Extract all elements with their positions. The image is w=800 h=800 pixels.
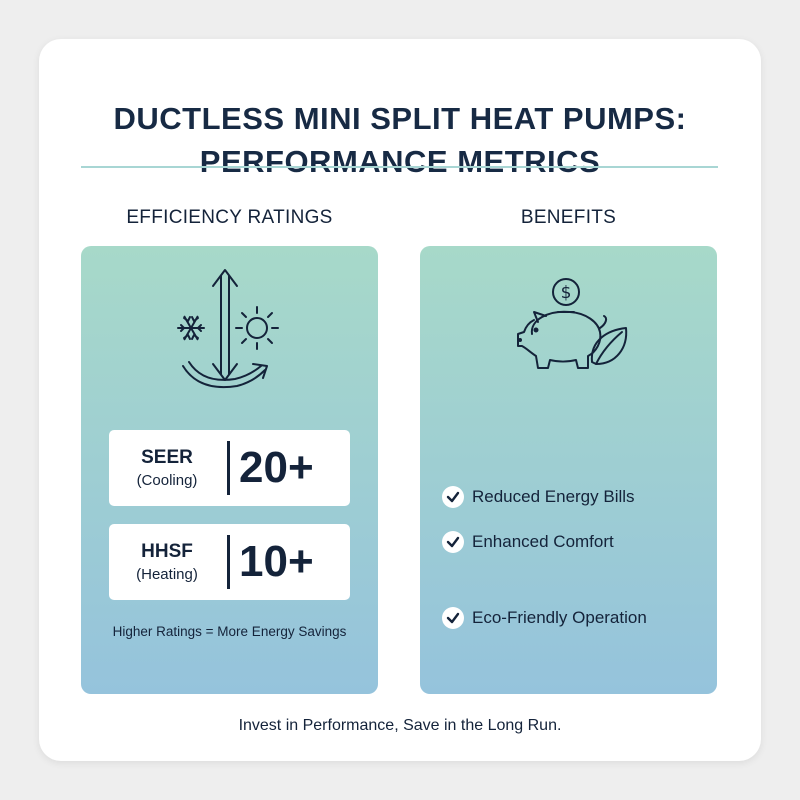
- footer-tagline: Invest in Performance, Save in the Long …: [238, 717, 562, 734]
- check-icon: [442, 486, 464, 508]
- svg-text:$: $: [561, 283, 572, 303]
- efficiency-heading: EFFICIENCY RATINGS: [126, 207, 333, 228]
- infographic-card: DUCTLESS MINI SPLIT HEAT PUMPS: PERFORMA…: [39, 39, 761, 761]
- benefit-item-reduced-bills: Reduced Energy Bills: [442, 485, 635, 509]
- piggy-bank-leaf-icon: $: [512, 272, 632, 382]
- hhsf-value: 10+: [239, 537, 314, 586]
- hhsf-separator: [227, 535, 230, 589]
- check-icon: [442, 607, 464, 629]
- title-line-1: DUCTLESS MINI SPLIT HEAT PUMPS:: [113, 101, 687, 136]
- benefit-label: Eco-Friendly Operation: [472, 608, 647, 627]
- title-divider: [81, 166, 718, 168]
- snowflake-sun-arrows-icon: [169, 266, 289, 401]
- hhsf-label: HHSF: [141, 541, 193, 562]
- benefit-item-eco: Eco-Friendly Operation: [442, 606, 647, 630]
- benefits-panel: $ Reduced Energy B: [420, 246, 717, 694]
- hhsf-sublabel: (Heating): [136, 566, 198, 583]
- benefits-heading: BENEFITS: [520, 207, 617, 228]
- ratings-note: Higher Ratings = More Energy Savings: [112, 624, 347, 639]
- seer-label: SEER: [141, 447, 193, 468]
- hhsf-metric-card: HHSF (Heating) 10+: [109, 524, 350, 600]
- title-line-2: PERFORMANCE METRICS: [199, 144, 601, 179]
- seer-metric-card: SEER (Cooling) 20+: [109, 430, 350, 506]
- seer-sublabel: (Cooling): [136, 472, 198, 489]
- page-title: DUCTLESS MINI SPLIT HEAT PUMPS: PERFORMA…: [39, 97, 761, 183]
- benefit-label: Reduced Energy Bills: [472, 487, 635, 506]
- benefit-item-comfort: Enhanced Comfort: [442, 530, 614, 554]
- benefit-label: Enhanced Comfort: [472, 532, 614, 551]
- check-icon: [442, 531, 464, 553]
- seer-value: 20+: [239, 443, 314, 492]
- seer-separator: [227, 441, 230, 495]
- efficiency-panel: SEER (Cooling) 20+ HHSF (Heating) 10+ Hi…: [81, 246, 378, 694]
